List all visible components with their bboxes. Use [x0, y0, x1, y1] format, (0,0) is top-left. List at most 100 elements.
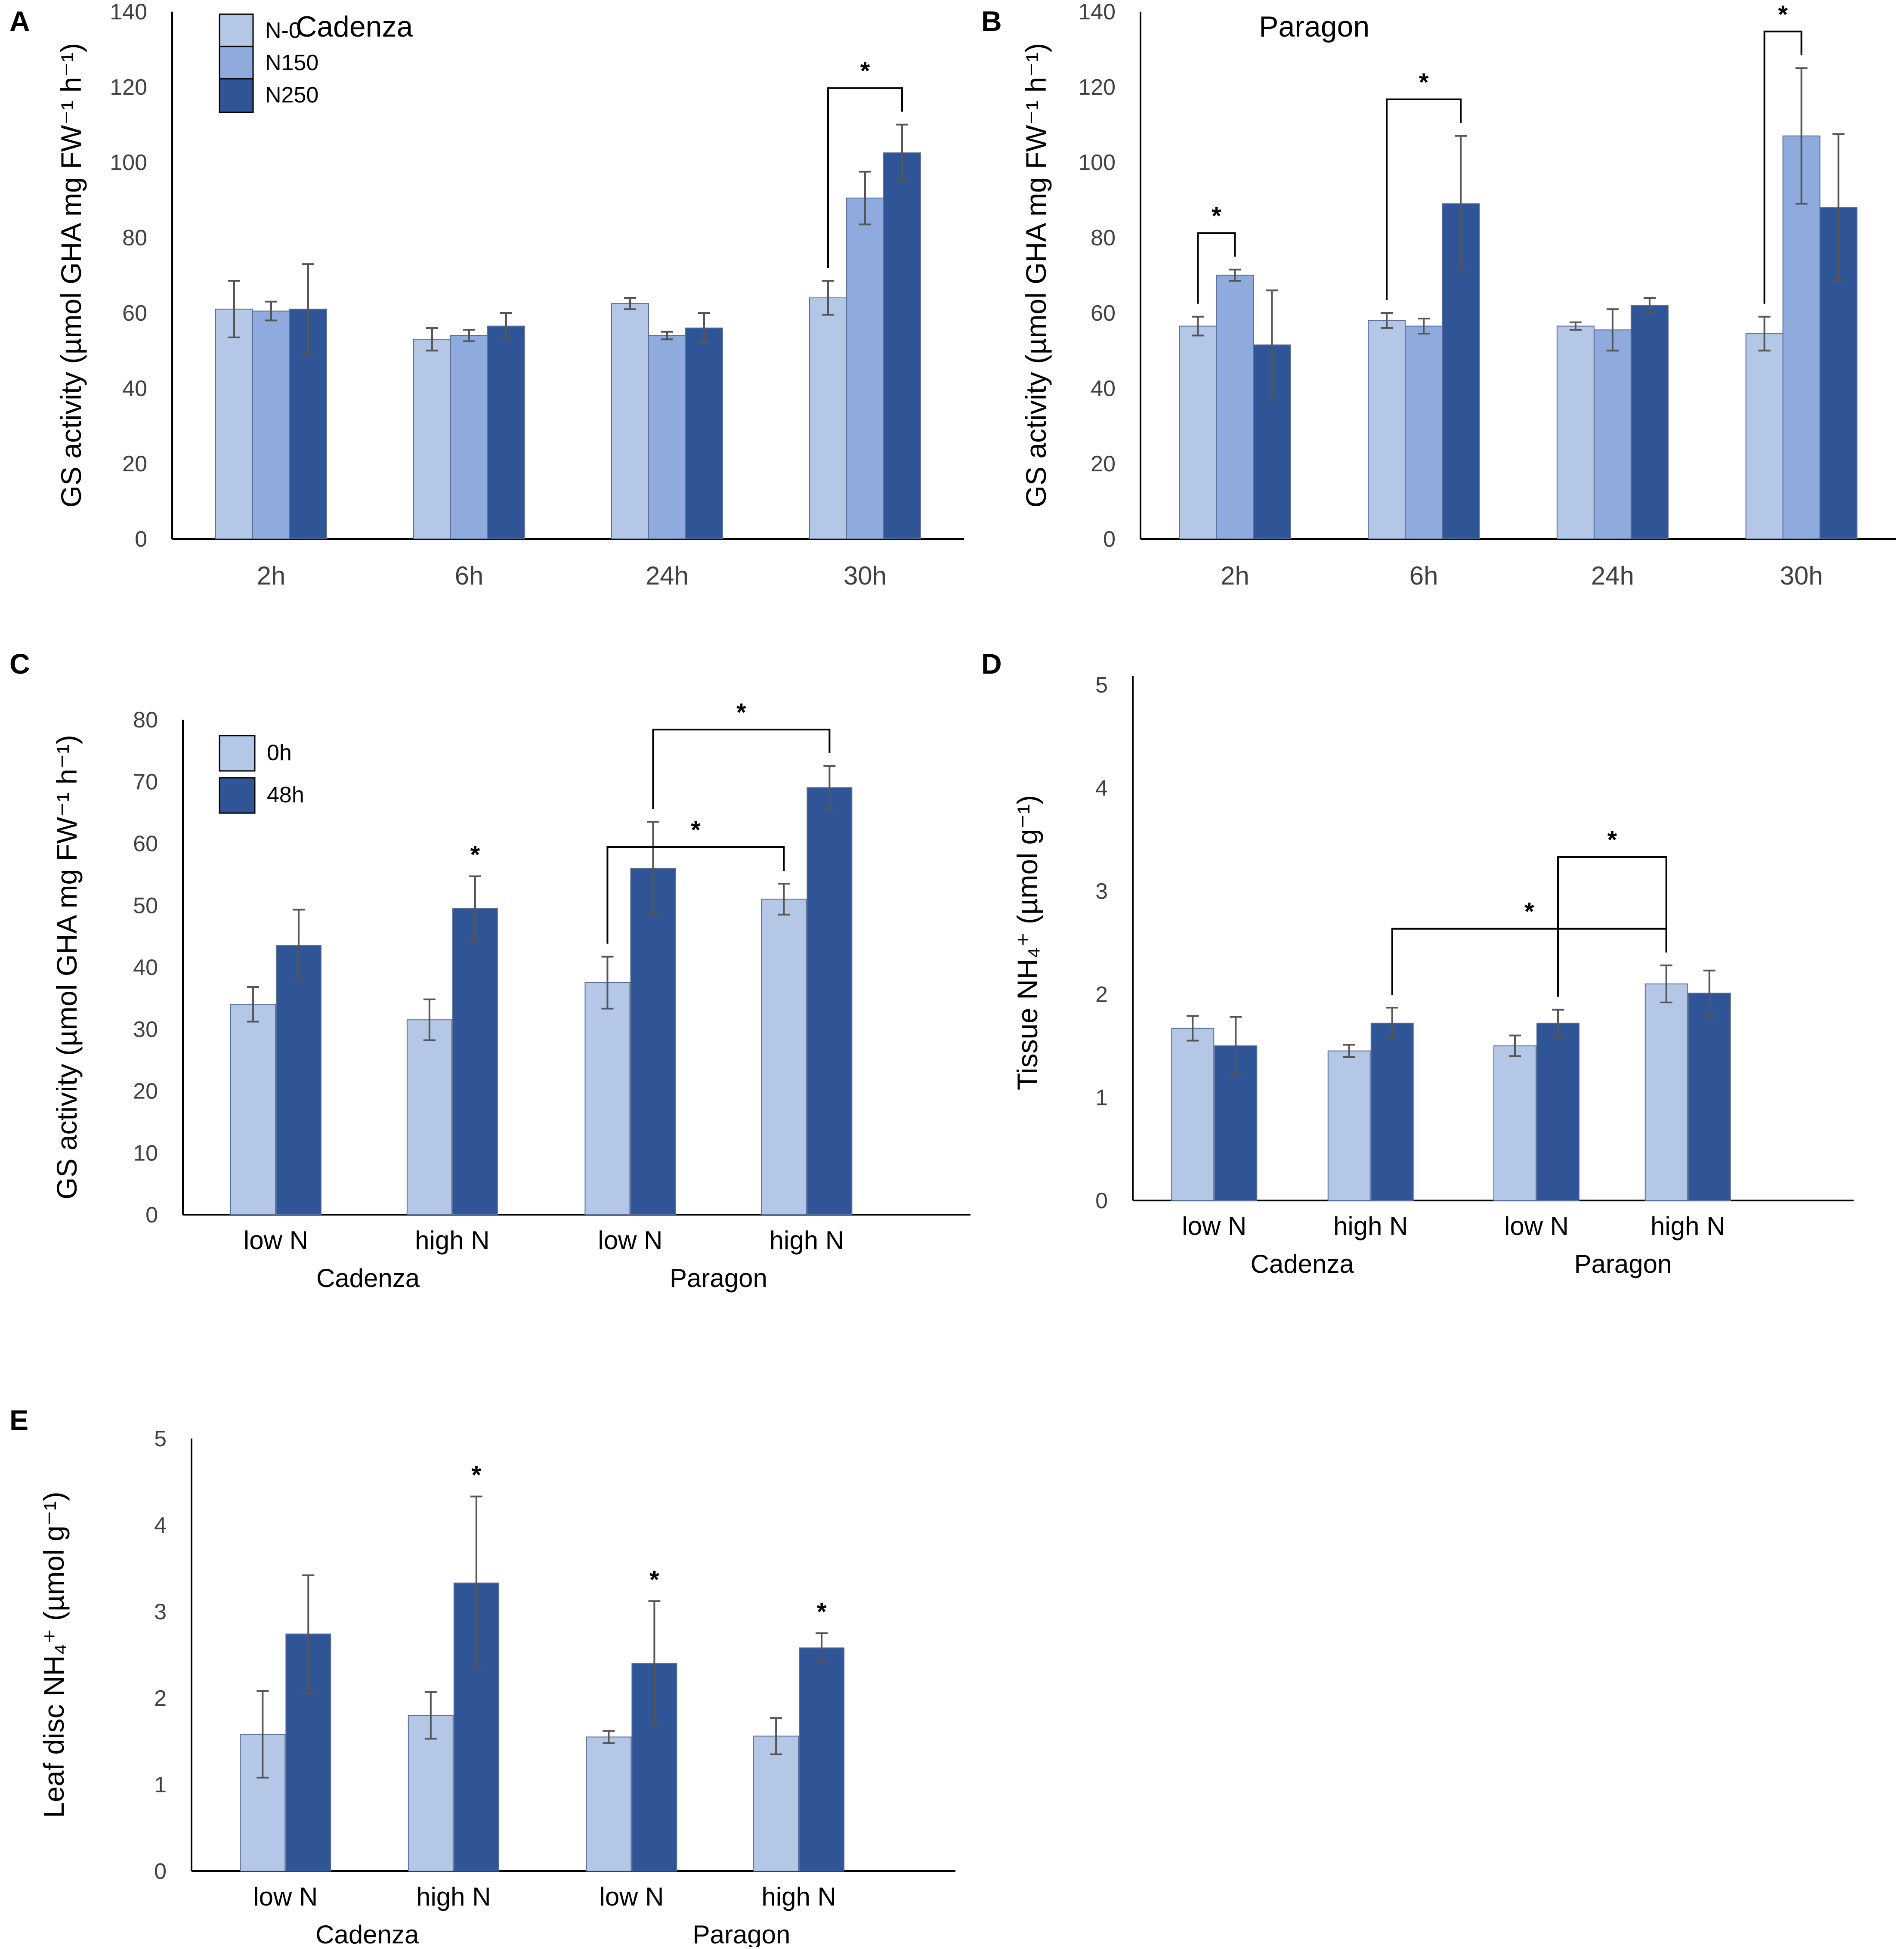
panel-label: A — [9, 5, 30, 37]
x-tick-label: low N — [598, 1226, 662, 1255]
x-tick-label: low N — [253, 1882, 318, 1911]
y-axis-label: GS activity (µmol GHA mg FW⁻¹ h⁻¹) — [1020, 43, 1052, 507]
bar — [1644, 983, 1688, 1201]
bar — [1745, 333, 1783, 539]
legend-label: N-0 — [265, 18, 301, 43]
legend-label: N250 — [265, 83, 318, 108]
x-tick-label: 24h — [646, 561, 689, 590]
significance-bracket — [827, 87, 903, 268]
y-tick-label: 4 — [1095, 776, 1108, 801]
y-tick-label: 100 — [110, 150, 147, 175]
x-tick-label: 24h — [1591, 561, 1634, 590]
chart-title: Paragon — [1259, 10, 1369, 43]
bar — [761, 898, 807, 1215]
significance-star: * — [1419, 68, 1429, 96]
bar — [1819, 207, 1858, 539]
legend-swatch — [219, 78, 254, 113]
bar — [275, 945, 321, 1215]
y-axis-label: GS activity (µmol GHA mg FW⁻¹ h⁻¹) — [51, 735, 83, 1199]
chart-panel-e: E 0 1 2 3 4 5 Leaf disc NH₄⁺ (µmol g⁻¹) low N hig… — [9, 1404, 955, 1949]
y-tick-label: 1 — [1095, 1085, 1108, 1110]
bar — [648, 335, 686, 539]
bar — [611, 303, 649, 539]
y-tick-label: 20 — [1091, 452, 1116, 476]
bar — [630, 868, 676, 1215]
x-tick-label: low N — [244, 1226, 308, 1255]
y-tick-label: 0 — [1095, 1188, 1108, 1213]
significance-star: * — [817, 1598, 827, 1626]
panel-label: E — [9, 1404, 28, 1436]
x-tick-label: high N — [1651, 1212, 1725, 1241]
significance-bracket — [1391, 928, 1667, 995]
y-tick-label: 0 — [135, 527, 147, 552]
legend-swatch — [219, 777, 256, 814]
bar — [1171, 1027, 1215, 1201]
bar — [807, 787, 853, 1215]
y-tick-label: 20 — [133, 1079, 158, 1104]
significance-star: * — [649, 1566, 659, 1594]
significance-bracket — [1197, 232, 1236, 304]
x-tick-label: 30h — [844, 561, 887, 590]
y-tick-label: 60 — [133, 832, 158, 857]
bar — [413, 339, 451, 539]
x-tick-label: 30h — [1780, 561, 1823, 590]
chart-panel-a: A Cadenza 0 20 40 60 80 100 120 140 GS activity (µ… — [9, 0, 964, 590]
x-group-label: Cadenza — [316, 1264, 420, 1293]
bar — [799, 1647, 845, 1872]
bar — [1630, 305, 1669, 539]
significance-star: * — [470, 841, 480, 869]
y-tick-label: 70 — [133, 770, 158, 795]
significance-bracket — [606, 846, 785, 944]
bar — [1370, 1022, 1414, 1201]
y-tick-label: 80 — [122, 226, 147, 251]
bar — [1536, 1022, 1579, 1201]
bar — [452, 908, 498, 1215]
x-tick-label: low N — [599, 1882, 664, 1911]
bar — [883, 152, 921, 539]
x-tick-label: 2h — [257, 561, 286, 590]
y-tick-label: 5 — [154, 1426, 167, 1451]
y-tick-label: 50 — [133, 893, 158, 918]
significance-star: * — [1607, 826, 1617, 854]
y-tick-label: 10 — [133, 1141, 158, 1166]
y-tick-label: 3 — [154, 1599, 167, 1624]
y-tick-label: 80 — [1091, 226, 1116, 251]
significance-star: * — [472, 1461, 482, 1489]
x-tick-label: high N — [1333, 1212, 1408, 1241]
y-tick-label: 0 — [154, 1859, 167, 1884]
y-tick-label: 40 — [1091, 376, 1116, 401]
chart-panel-d: D 0 1 2 3 4 5 Tissue NH₄⁺ (µmol g⁻¹) low N high N… — [981, 648, 1854, 1278]
chart-title: Cadenza — [296, 10, 413, 43]
legend-swatch — [219, 735, 256, 772]
y-tick-label: 100 — [1078, 150, 1116, 175]
x-group-label: Cadenza — [315, 1920, 419, 1947]
y-tick-label: 40 — [122, 376, 147, 401]
bar — [584, 982, 631, 1215]
significance-star: * — [1212, 202, 1221, 230]
y-axis-label: GS activity (µmol GHA mg FW⁻¹ h⁻¹) — [55, 43, 87, 507]
bar — [285, 1633, 331, 1872]
y-tick-label: 2 — [1095, 982, 1108, 1007]
x-tick-label: high N — [761, 1882, 836, 1911]
x-tick-label: high N — [415, 1226, 489, 1255]
y-tick-label: 0 — [1103, 527, 1116, 552]
x-tick-label: 6h — [455, 561, 484, 590]
bar — [1179, 325, 1217, 539]
significance-bracket — [1386, 98, 1462, 300]
x-tick-label: low N — [1182, 1212, 1246, 1241]
bar — [406, 1019, 452, 1215]
bar — [846, 198, 884, 539]
panel-label: C — [9, 648, 30, 680]
y-tick-label: 4 — [154, 1513, 167, 1538]
y-tick-label: 60 — [122, 301, 147, 326]
significance-star: * — [691, 816, 701, 844]
bar — [1556, 325, 1595, 539]
significance-bracket — [652, 728, 831, 809]
y-tick-label: 1 — [154, 1773, 167, 1797]
significance-star: * — [860, 57, 870, 85]
x-tick-label: 6h — [1409, 561, 1438, 590]
y-tick-label: 2 — [154, 1686, 167, 1711]
bar — [450, 335, 488, 539]
